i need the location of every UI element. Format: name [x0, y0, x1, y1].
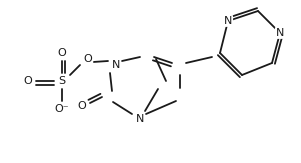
Text: O: O — [84, 54, 92, 64]
Text: N: N — [224, 16, 232, 26]
Text: N: N — [112, 60, 120, 70]
Text: O: O — [23, 76, 33, 86]
Text: O: O — [57, 48, 67, 58]
Text: O: O — [78, 101, 86, 111]
Text: S: S — [58, 76, 66, 86]
Text: N: N — [136, 114, 144, 124]
Text: O⁻: O⁻ — [55, 104, 69, 114]
Text: N: N — [276, 28, 284, 38]
